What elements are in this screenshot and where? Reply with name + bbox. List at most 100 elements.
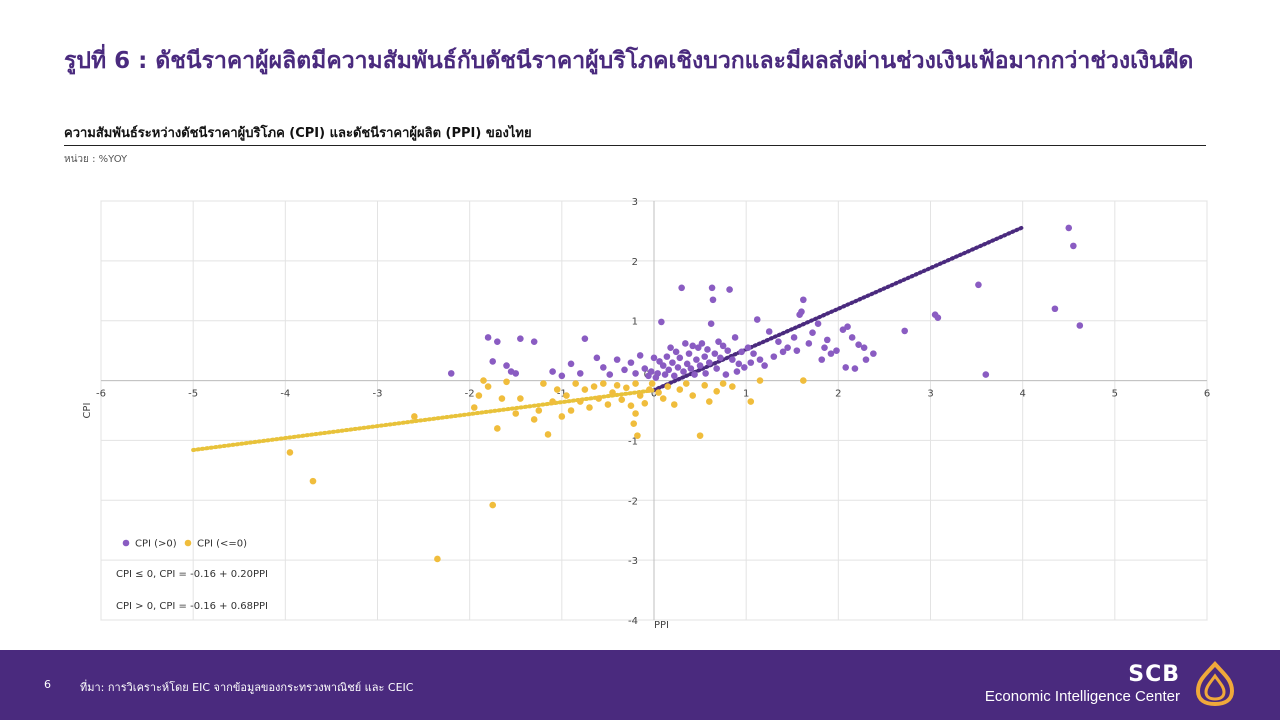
data-point-positive — [512, 370, 520, 377]
data-point-positive — [680, 368, 687, 375]
scb-logo-icon — [1195, 661, 1235, 707]
data-point-nonpositive — [600, 380, 607, 387]
data-point-positive — [517, 335, 524, 342]
data-point-nonpositive — [309, 477, 317, 485]
footer-bar: 6 ที่มา: การวิเคราะห์โดย EIC จากข้อมูลขอ… — [0, 650, 1280, 720]
data-point-nonpositive — [530, 416, 538, 423]
data-point-positive — [851, 365, 859, 372]
data-point-positive — [848, 334, 856, 341]
data-point-nonpositive — [729, 383, 736, 390]
data-point-nonpositive — [512, 410, 520, 417]
data-point-positive — [645, 372, 652, 380]
x-tick-label: -6 — [96, 389, 106, 400]
data-point-nonpositive — [696, 432, 704, 439]
data-point-nonpositive — [756, 377, 764, 384]
data-point-positive — [567, 360, 575, 368]
title-divider — [64, 145, 1206, 146]
x-tick-label: 1 — [743, 389, 749, 400]
data-point-nonpositive — [701, 382, 708, 389]
data-point-positive — [708, 284, 716, 292]
data-point-positive — [713, 365, 720, 372]
data-point-nonpositive — [646, 386, 653, 393]
data-point-positive — [687, 365, 695, 372]
trendlines — [191, 225, 1025, 453]
data-point-positive — [581, 335, 589, 342]
x-tick-label: -5 — [188, 389, 198, 400]
data-point-positive — [719, 342, 727, 350]
data-point-nonpositive — [604, 401, 612, 408]
data-point-nonpositive — [623, 384, 630, 392]
data-point-positive — [663, 353, 671, 360]
data-point-positive — [558, 372, 566, 380]
data-point-positive — [711, 350, 719, 357]
data-point-positive — [818, 356, 826, 363]
data-point-positive — [724, 347, 732, 354]
data-point-positive — [494, 338, 501, 345]
x-axis-title: PPI — [654, 620, 669, 631]
trendline — [652, 225, 1025, 393]
data-point-positive — [696, 362, 704, 369]
data-point-positive — [842, 364, 850, 371]
data-point-nonpositive — [549, 398, 556, 405]
data-point-nonpositive — [636, 392, 644, 399]
data-point-nonpositive — [634, 432, 641, 439]
data-point-positive — [621, 366, 628, 374]
data-point-nonpositive — [719, 380, 727, 387]
data-point-nonpositive — [475, 392, 483, 399]
data-point-positive — [627, 359, 635, 366]
data-point-nonpositive — [581, 386, 589, 393]
data-point-nonpositive — [630, 420, 638, 427]
data-point-nonpositive — [572, 380, 579, 387]
data-point-nonpositive — [618, 396, 626, 404]
data-point-positive — [704, 346, 711, 353]
y-tick-label: -1 — [628, 436, 638, 447]
data-point-positive — [744, 344, 752, 351]
data-point-nonpositive — [747, 398, 755, 405]
data-point-nonpositive — [664, 383, 672, 390]
data-point-nonpositive — [544, 431, 552, 438]
data-point-nonpositive — [489, 501, 497, 509]
data-point-nonpositive — [627, 402, 635, 410]
data-point-positive — [701, 353, 708, 360]
data-point-positive — [770, 353, 778, 360]
data-point-nonpositive — [535, 407, 543, 414]
data-point-positive — [805, 340, 813, 347]
data-point-positive — [796, 311, 803, 319]
y-tick-label: 3 — [632, 197, 638, 208]
data-point-nonpositive — [576, 398, 584, 405]
data-point-positive — [862, 356, 870, 363]
legend-marker — [184, 539, 192, 547]
data-point-positive — [870, 350, 877, 357]
data-point-positive — [702, 370, 709, 377]
data-point-positive — [934, 314, 942, 322]
y-tick-label: -2 — [628, 496, 638, 507]
page-title: รูปที่ 6 : ดัชนีราคาผู้ผลิตมีความสัมพันธ… — [64, 48, 1194, 74]
data-point-nonpositive — [682, 380, 690, 387]
data-point-nonpositive — [558, 413, 566, 420]
unit-label: หน่วย : %YOY — [64, 154, 128, 165]
data-point-nonpositive — [563, 392, 570, 399]
data-point-positive — [641, 365, 649, 372]
data-point-positive — [750, 350, 757, 357]
x-tick-label: 5 — [1112, 389, 1118, 400]
data-point-positive — [632, 370, 639, 377]
data-point-positive — [765, 328, 773, 335]
x-tick-label: -1 — [557, 389, 567, 400]
data-point-positive — [793, 347, 801, 354]
data-point-positive — [593, 354, 601, 362]
data-point-positive — [784, 344, 791, 351]
data-point-nonpositive — [706, 398, 713, 405]
data-point-nonpositive — [655, 389, 662, 396]
brand-subtitle: Economic Intelligence Center — [984, 688, 1180, 705]
data-point-positive — [706, 359, 713, 366]
data-point-nonpositive — [609, 389, 616, 396]
data-point-positive — [652, 374, 660, 381]
data-point-positive — [669, 359, 676, 366]
data-point-positive — [678, 284, 685, 292]
data-point-positive — [833, 347, 840, 354]
brand-block: SCB Economic Intelligence Center — [985, 662, 1180, 706]
data-point-positive — [689, 342, 697, 350]
data-point-positive — [738, 348, 745, 356]
chart-legend: CPI (>0) CPI (<=0) CPI ≤ 0, CPI = -0.16 + … — [116, 539, 268, 613]
data-point-positive — [685, 350, 693, 357]
